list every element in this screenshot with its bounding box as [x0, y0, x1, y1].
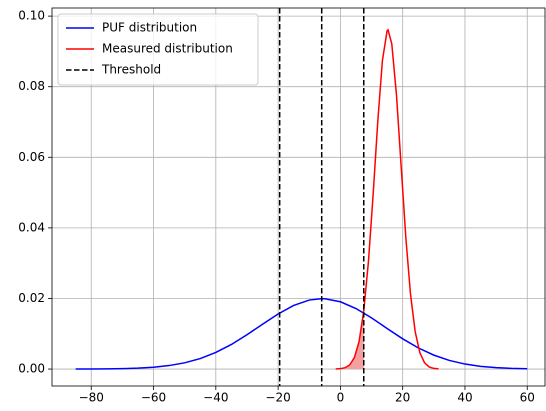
series-line [335, 28, 439, 370]
x-tick-label: 0 [337, 391, 345, 405]
y-tick-label: 0.06 [18, 150, 45, 164]
legend-label: Measured distribution [102, 42, 233, 56]
y-tick-label: 0.08 [18, 79, 45, 93]
legend-box [57, 13, 259, 86]
x-tick-label: 60 [520, 391, 535, 405]
x-tick-label: 40 [457, 391, 472, 405]
plot-frame [51, 7, 546, 387]
x-tick-label: −60 [141, 391, 166, 405]
x-tick-label: 20 [395, 391, 410, 405]
legend-label: Threshold [101, 63, 161, 77]
y-tick-label: 0.00 [18, 362, 45, 376]
x-tick-label: −40 [203, 391, 228, 405]
x-tick-label: −20 [265, 391, 290, 405]
shaded-area [335, 311, 364, 370]
y-tick-label: 0.10 [18, 9, 45, 23]
y-tick-label: 0.04 [18, 220, 45, 234]
legend-label: PUF distribution [102, 21, 197, 35]
y-tick-label: 0.02 [18, 291, 45, 305]
series-line [75, 297, 528, 370]
x-tick-label: −80 [79, 391, 104, 405]
